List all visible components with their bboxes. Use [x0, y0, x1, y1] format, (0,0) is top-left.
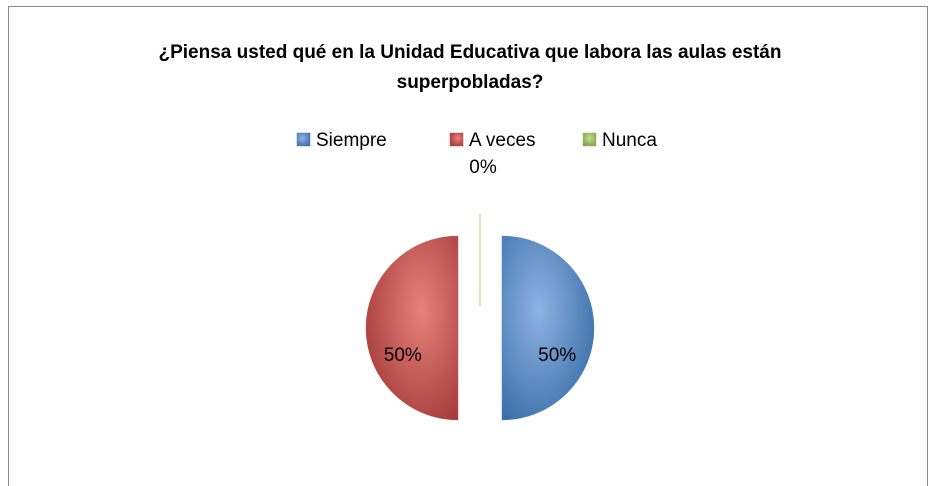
legend-swatch	[449, 132, 464, 147]
legend-swatch	[582, 132, 597, 147]
pie-slice	[365, 235, 459, 421]
legend-label: Nunca	[602, 130, 657, 151]
data-label: 50%	[384, 345, 422, 366]
legend-label: A veces	[469, 130, 536, 151]
chart-frame	[8, 6, 928, 486]
pie-slice	[501, 235, 595, 421]
data-label: 0%	[469, 157, 497, 178]
legend-label: Siempre	[316, 130, 387, 151]
legend-swatch	[296, 132, 311, 147]
data-label: 50%	[538, 345, 576, 366]
chart-title: ¿Piensa usted qué en la Unidad Educativa…	[158, 42, 782, 93]
